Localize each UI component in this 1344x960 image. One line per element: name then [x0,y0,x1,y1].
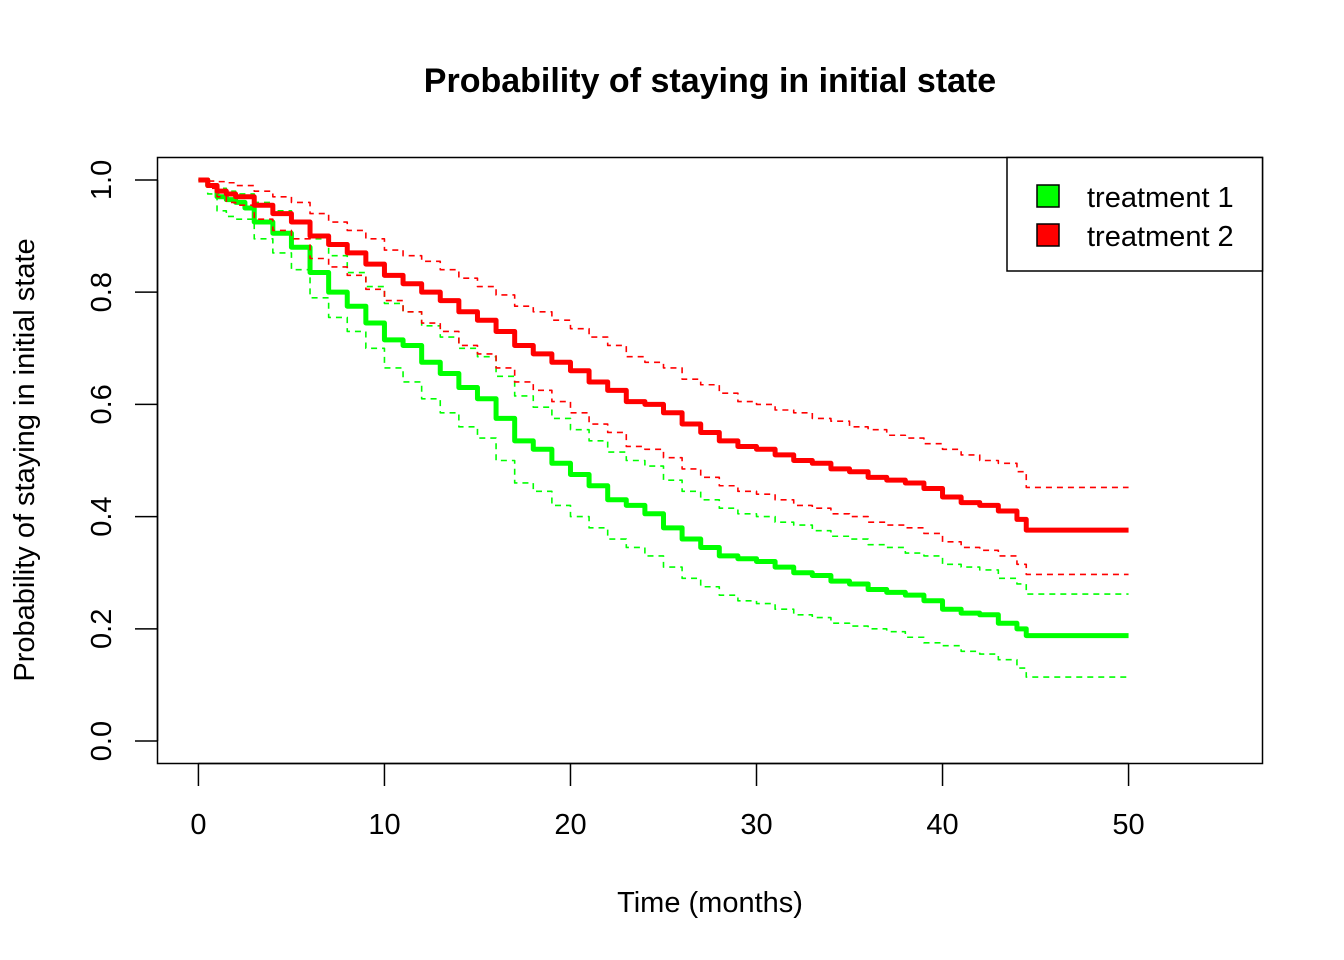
x-tick-label: 40 [926,809,958,841]
y-tick-label: 0.0 [86,721,118,761]
x-axis: 0 10 20 30 40 50 [190,762,1145,841]
x-tick-label: 50 [1112,809,1144,841]
x-tick-label: 30 [740,809,772,841]
y-tick-label: 0.8 [86,272,118,312]
chart-title: Probability of staying in initial state [424,62,996,100]
y-tick-label: 1.0 [86,160,118,200]
y-tick-label: 0.4 [86,496,118,536]
y-axis: 0.0 0.2 0.4 0.6 0.8 1.0 [86,160,159,761]
y-tick-label: 0.6 [86,384,118,424]
y-tick-label: 0.2 [86,609,118,649]
y-axis-label: Probability of staying in initial state [9,238,41,681]
x-tick-label: 20 [554,809,586,841]
legend-label-treatment-2: treatment 2 [1087,221,1234,253]
x-tick-label: 0 [190,809,206,841]
legend: treatment 1 treatment 2 [1006,156,1264,272]
series-line-treatment-2 [198,177,1129,533]
x-axis-label: Time (months) [617,887,803,919]
series-ci-line-treatment-1 [198,179,1129,678]
series-layer [198,177,1129,678]
legend-box [1006,156,1264,272]
x-tick-label: 10 [368,809,400,841]
series-ci-line-treatment-2 [198,179,1129,489]
legend-label-treatment-1: treatment 1 [1087,182,1234,214]
legend-key-treatment-1 [1036,184,1060,208]
series-line-treatment-1 [198,177,1129,639]
legend-key-treatment-2 [1036,223,1060,247]
